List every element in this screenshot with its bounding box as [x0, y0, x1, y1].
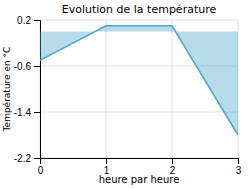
tick: 3: [236, 158, 242, 176]
axis-line: [41, 159, 239, 165]
plot: 01230.2-0.6-1.4-2.2: [14, 15, 242, 176]
tick: 0.2: [17, 15, 40, 26]
grid-line: [40, 20, 238, 21]
tick-mark: [238, 158, 239, 164]
tick-mark: [106, 158, 107, 164]
marks: [40, 26, 238, 135]
chart: 01230.2-0.6-1.4-2.2Evolution de la tempé…: [0, 0, 250, 188]
line: [40, 26, 238, 135]
tick-mark: [34, 112, 40, 113]
tick-label: -1.4: [14, 107, 32, 118]
x-axis-title: heure par heure: [99, 174, 180, 185]
tick-mark: [34, 20, 40, 21]
tick: -2.2: [14, 153, 40, 164]
tick-label: 0: [38, 165, 44, 176]
tick-mark: [34, 158, 40, 159]
tick: -0.6: [14, 61, 40, 72]
y-axis-title: Température en °C: [2, 47, 12, 133]
grid-line: [40, 112, 238, 113]
tick-label: 3: [236, 165, 242, 176]
tick-mark: [172, 158, 173, 164]
tick-label: -2.2: [14, 153, 32, 164]
tick-mark: [34, 66, 40, 67]
tick-label: -0.6: [14, 61, 32, 72]
grid-line: [106, 20, 107, 158]
tick: -1.4: [14, 107, 40, 118]
title: Evolution de la température: [62, 3, 217, 16]
grid: [40, 20, 238, 158]
axis-line: [34, 21, 41, 159]
tick: 0: [38, 158, 44, 176]
grid-line: [172, 20, 173, 158]
y-axis: 0.2 -0.6 -1.4 -2.2: [14, 15, 41, 164]
area: [40, 26, 238, 135]
tick-label: 0.2: [17, 15, 31, 26]
